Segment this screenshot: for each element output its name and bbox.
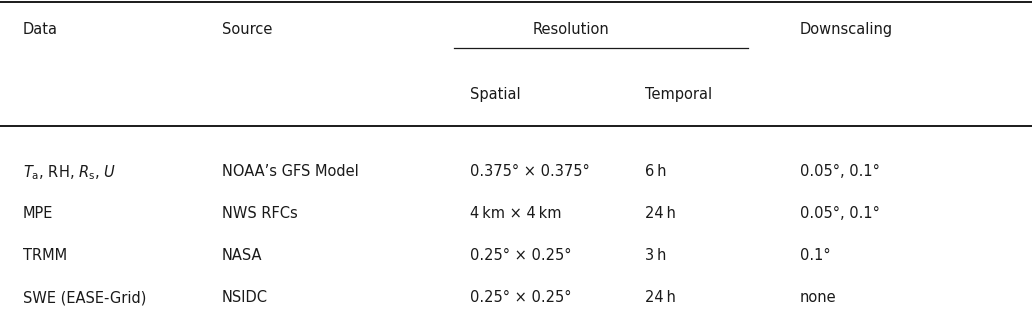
Text: 0.1°: 0.1° — [800, 248, 831, 263]
Text: 0.05°, 0.1°: 0.05°, 0.1° — [800, 206, 879, 221]
Text: SWE (EASE-Grid): SWE (EASE-Grid) — [23, 290, 147, 305]
Text: NASA: NASA — [222, 248, 262, 263]
Text: 3 h: 3 h — [645, 248, 667, 263]
Text: 24 h: 24 h — [645, 290, 676, 305]
Text: Temporal: Temporal — [645, 87, 712, 102]
Text: Downscaling: Downscaling — [800, 22, 893, 37]
Text: NWS RFCs: NWS RFCs — [222, 206, 297, 221]
Text: Resolution: Resolution — [533, 22, 609, 37]
Text: NSIDC: NSIDC — [222, 290, 268, 305]
Text: 0.05°, 0.1°: 0.05°, 0.1° — [800, 164, 879, 179]
Text: $T_\mathrm{a}$, RH, $R_\mathrm{s}$, $U$: $T_\mathrm{a}$, RH, $R_\mathrm{s}$, $U$ — [23, 164, 116, 183]
Text: NOAA’s GFS Model: NOAA’s GFS Model — [222, 164, 359, 179]
Text: Source: Source — [222, 22, 272, 37]
Text: none: none — [800, 290, 836, 305]
Text: TRMM: TRMM — [23, 248, 67, 263]
Text: Data: Data — [23, 22, 58, 37]
Text: Spatial: Spatial — [470, 87, 520, 102]
Text: 4 km × 4 km: 4 km × 4 km — [470, 206, 561, 221]
Text: 0.25° × 0.25°: 0.25° × 0.25° — [470, 248, 571, 263]
Text: 0.375° × 0.375°: 0.375° × 0.375° — [470, 164, 589, 179]
Text: 24 h: 24 h — [645, 206, 676, 221]
Text: 0.25° × 0.25°: 0.25° × 0.25° — [470, 290, 571, 305]
Text: MPE: MPE — [23, 206, 53, 221]
Text: 6 h: 6 h — [645, 164, 667, 179]
